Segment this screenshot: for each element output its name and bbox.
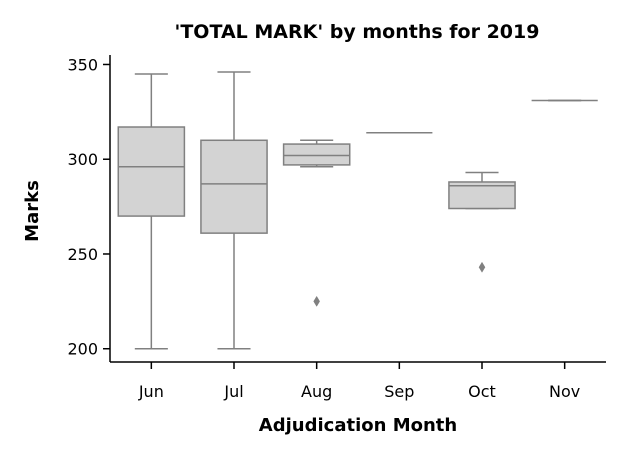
box-aug: [282, 139, 351, 307]
x-axis-label: Adjudication Month: [259, 415, 457, 436]
outlier-point: [478, 261, 486, 273]
y-tick-label: 300: [67, 150, 98, 169]
x-tick-label: Nov: [549, 382, 580, 401]
iqr-box: [117, 126, 186, 217]
x-tick-label: Aug: [301, 382, 332, 401]
outlier-point: [313, 295, 320, 307]
x-tick-label: Oct: [468, 382, 496, 401]
y-tick-label: 250: [67, 245, 98, 264]
y-axis-label: Marks: [22, 180, 43, 242]
x-tick-label: Jul: [223, 382, 243, 401]
plot-area: [117, 71, 598, 350]
y-tick-label: 200: [67, 340, 98, 359]
y-tick-label: 350: [67, 55, 98, 74]
iqr-box: [282, 143, 351, 166]
y-axis: 200 250 300 350: [67, 55, 111, 362]
x-tick-label: Jun: [138, 382, 164, 401]
chart-title: 'TOTAL MARK' by months for 2019: [175, 21, 540, 43]
iqr-box: [200, 139, 268, 234]
box-jul: [200, 71, 268, 350]
box-jun: [117, 73, 186, 350]
box-oct: [448, 171, 516, 273]
x-axis: Jun Jul Aug Sep Oct Nov: [110, 361, 606, 401]
x-tick-label: Sep: [384, 382, 414, 401]
